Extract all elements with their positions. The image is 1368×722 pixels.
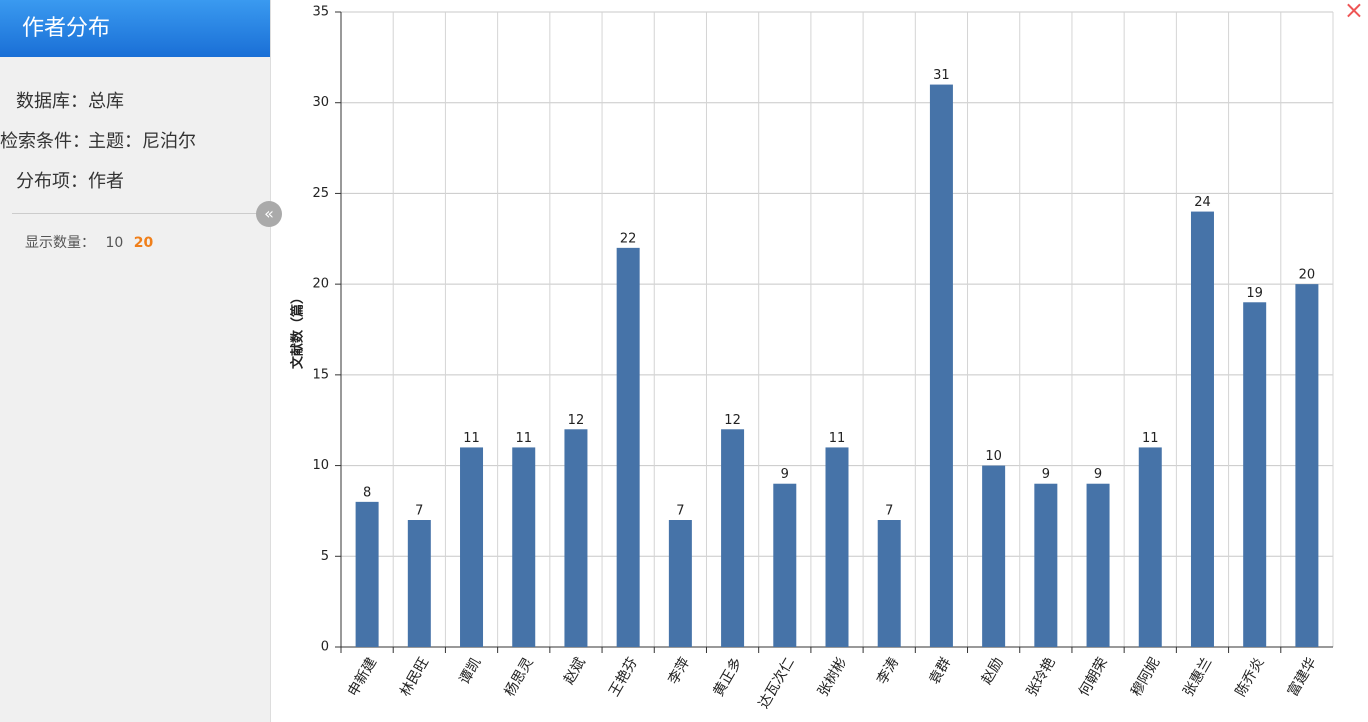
value-label: 9 xyxy=(781,467,789,482)
value-label: 12 xyxy=(568,413,585,428)
value-label: 9 xyxy=(1042,467,1050,482)
x-tick-label: 杨思灵 xyxy=(502,655,537,699)
collapse-button[interactable]: « xyxy=(256,201,282,227)
value-label: 24 xyxy=(1194,195,1211,210)
value-label: 8 xyxy=(363,485,371,500)
value-label: 20 xyxy=(1299,268,1316,283)
bar xyxy=(929,84,953,648)
x-tick-label: 申新建 xyxy=(345,655,380,699)
x-tick-label: 黄正多 xyxy=(710,655,746,700)
display-count-option[interactable]: 10 xyxy=(105,235,124,251)
value-label: 11 xyxy=(829,431,846,446)
value-label: 22 xyxy=(620,231,637,246)
bar xyxy=(877,520,901,647)
x-tick-label: 富建华 xyxy=(1284,655,1320,700)
bar xyxy=(1295,284,1319,647)
x-tick-label: 袁群 xyxy=(926,655,954,687)
bar xyxy=(1243,302,1267,647)
field-label: 数据库： xyxy=(16,91,88,112)
y-tick-label: 15 xyxy=(312,367,329,382)
bar xyxy=(564,429,588,647)
y-tick-label: 35 xyxy=(312,5,329,20)
x-tick-label: 赵斌 xyxy=(561,655,589,687)
field: 数据库：总库 xyxy=(0,87,124,113)
y-tick-label: 10 xyxy=(312,458,329,473)
value-label: 9 xyxy=(1094,467,1102,482)
x-tick-label: 穆阿妮 xyxy=(1128,655,1163,699)
value-label: 11 xyxy=(1142,431,1159,446)
bar xyxy=(1190,211,1214,648)
value-label: 7 xyxy=(885,504,893,519)
value-label: 11 xyxy=(463,431,480,446)
field-value: 作者 xyxy=(88,171,124,192)
bar xyxy=(460,447,484,647)
bar xyxy=(1034,483,1058,647)
bar xyxy=(512,447,536,647)
x-tick-label: 张玲艳 xyxy=(1024,655,1059,699)
x-tick-label: 赵励 xyxy=(979,655,1007,687)
field-label: 检索条件： xyxy=(0,131,90,152)
bar xyxy=(668,520,692,647)
field: 分布项：作者 xyxy=(0,167,124,193)
x-tick-label: 陈乔炎 xyxy=(1232,655,1268,700)
display-count-option[interactable]: 20 xyxy=(133,235,154,251)
field-value: 主题：尼泊尔 xyxy=(88,131,196,152)
bar xyxy=(982,465,1006,647)
display-count-label: 显示数量： xyxy=(25,235,95,251)
x-tick-label: 李涛 xyxy=(874,655,902,687)
bar xyxy=(355,501,379,647)
display-count: 显示数量： 10 20 xyxy=(25,232,159,252)
value-label: 7 xyxy=(676,504,684,519)
bar xyxy=(407,520,431,647)
x-tick-label: 张树彬 xyxy=(815,655,850,699)
field-label: 分布项： xyxy=(16,171,88,192)
y-tick-label: 5 xyxy=(321,549,329,564)
bar xyxy=(721,429,745,647)
y-tick-label: 30 xyxy=(312,95,329,110)
value-label: 7 xyxy=(415,504,423,519)
x-tick-label: 李萍 xyxy=(665,655,693,687)
bar xyxy=(1086,483,1110,647)
value-label: 31 xyxy=(933,68,950,83)
chart: 文献数（篇） 0 5 10 15 20 25 30 35 申新建 8 林民旺 7 谭凯 11 杨思灵 11 赵斌… xyxy=(290,5,1334,711)
separator xyxy=(12,213,258,214)
x-tick-label: 林民旺 xyxy=(397,655,432,699)
y-axis-label: 文献数（篇） xyxy=(290,291,306,369)
x-tick-label: 达瓦次仁 xyxy=(756,655,798,711)
x-tick-label: 谭凯 xyxy=(457,655,485,687)
field: 检索条件：主题：尼泊尔 xyxy=(0,127,196,153)
value-label: 10 xyxy=(985,449,1002,464)
y-tick-label: 20 xyxy=(312,277,329,292)
bar xyxy=(773,483,797,647)
value-label: 11 xyxy=(515,431,532,446)
y-tick-label: 25 xyxy=(312,186,329,201)
sidebar-title: 作者分布 xyxy=(0,0,270,57)
sidebar: 作者分布 数据库：总库 检索条件：主题：尼泊尔 分布项：作者 « 显示数量： 1… xyxy=(0,0,282,722)
bar xyxy=(825,447,849,647)
y-tick-label: 0 xyxy=(321,640,329,655)
x-tick-label: 何朝荣 xyxy=(1076,655,1111,699)
x-tick-label: 张惠兰 xyxy=(1181,655,1216,699)
bar xyxy=(1138,447,1162,647)
close-button[interactable]: × xyxy=(1343,0,1364,24)
value-label: 19 xyxy=(1246,286,1263,301)
bar xyxy=(616,247,640,647)
value-label: 12 xyxy=(724,413,741,428)
field-value: 总库 xyxy=(88,91,124,112)
x-tick-label: 王艳芬 xyxy=(606,655,641,699)
